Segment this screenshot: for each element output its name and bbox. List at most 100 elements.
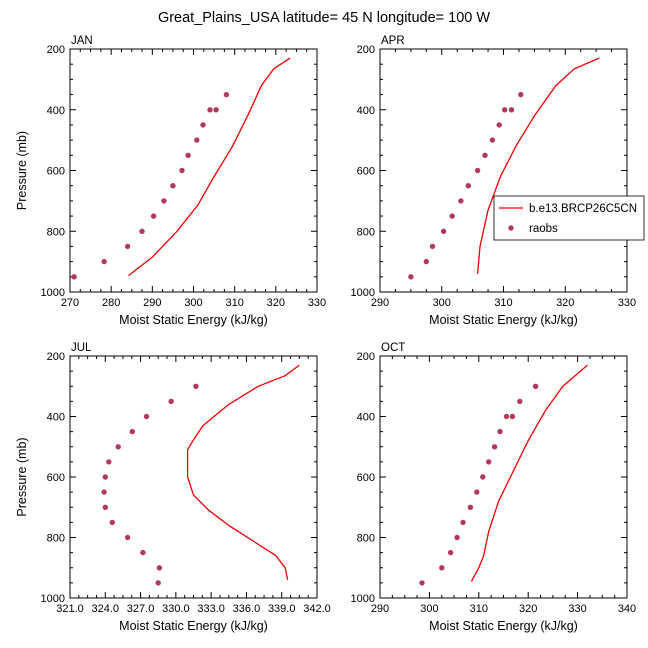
data-point-raobs <box>458 198 464 204</box>
data-point-raobs <box>161 198 167 204</box>
data-point-raobs <box>101 258 107 265</box>
data-point-raobs <box>106 459 112 465</box>
x-tick-label: 336.0 <box>233 603 261 615</box>
y-tick-label: 600 <box>47 472 65 484</box>
data-point-raobs <box>156 565 163 571</box>
x-tick-label: 339.0 <box>268 603 296 615</box>
legend-point-swatch <box>508 225 514 231</box>
data-point-raobs <box>491 444 498 450</box>
y-axis-label: Pressure (mb) <box>15 437 29 516</box>
data-point-raobs <box>71 274 77 280</box>
x-tick-label: 320 <box>519 603 537 615</box>
x-tick-label: 340 <box>618 603 636 615</box>
panel-title: JUL <box>71 342 92 354</box>
x-tick-label: 320 <box>267 297 285 309</box>
data-point-raobs <box>467 504 474 510</box>
data-point-raobs <box>129 428 135 435</box>
y-tick-label: 800 <box>357 533 375 545</box>
panel-title: OCT <box>381 342 405 354</box>
x-tick-label: 290 <box>143 297 161 309</box>
data-point-raobs <box>518 91 524 98</box>
series-line-b-e13-brcp26c5cn <box>470 364 588 582</box>
data-point-raobs <box>474 489 480 495</box>
x-tick-label: 300 <box>433 297 451 309</box>
x-tick-label: 333.0 <box>197 603 225 615</box>
x-tick-label: 327.0 <box>127 603 155 615</box>
data-point-raobs <box>509 413 516 420</box>
y-tick-label: 800 <box>357 226 375 238</box>
data-point-raobs <box>140 549 146 556</box>
x-axis-label: Moist Static Energy (kJ/kg) <box>429 619 578 633</box>
data-point-raobs <box>486 459 492 465</box>
y-tick-label: 600 <box>357 472 375 484</box>
data-point-raobs <box>423 258 429 265</box>
data-point-raobs <box>194 137 200 143</box>
data-point-raobs <box>454 534 460 541</box>
y-tick-label: 400 <box>47 105 65 117</box>
plot-frame <box>379 355 628 599</box>
data-point-raobs <box>408 274 414 280</box>
data-point-raobs <box>139 228 145 234</box>
x-axis-label: Moist Static Energy (kJ/kg) <box>119 619 268 633</box>
y-tick-label: 400 <box>357 105 375 117</box>
x-tick-label: 324.0 <box>92 603 120 615</box>
data-point-raobs <box>517 398 523 405</box>
x-tick-label: 300 <box>420 603 438 615</box>
y-tick-label: 200 <box>47 351 65 363</box>
y-tick-label: 600 <box>47 166 65 178</box>
x-tick-label: 321.0 <box>56 603 84 615</box>
data-point-raobs <box>170 183 176 189</box>
panel-title: JAN <box>71 35 93 47</box>
data-point-raobs <box>101 489 107 495</box>
y-tick-label: 1000 <box>41 593 65 605</box>
y-tick-label: 1000 <box>351 593 375 605</box>
data-point-raobs <box>223 91 230 98</box>
y-tick-label: 1000 <box>41 287 65 299</box>
data-point-raobs <box>503 413 510 420</box>
data-point-raobs <box>496 122 502 128</box>
data-point-raobs <box>200 122 206 128</box>
legend: b.e13.BRCP26C5CN raobs <box>493 195 645 241</box>
figure-title: Great_Plains_USA latitude= 45 N longitud… <box>158 10 490 26</box>
data-point-raobs <box>155 580 161 586</box>
panel-title: APR <box>381 35 405 47</box>
y-tick-label: 800 <box>47 533 65 545</box>
data-point-raobs <box>143 413 150 420</box>
data-point-raobs <box>482 152 488 158</box>
legend-box <box>493 195 645 241</box>
data-point-raobs <box>440 228 447 234</box>
data-point-raobs <box>109 519 116 526</box>
x-tick-label: 330 <box>568 603 586 615</box>
y-tick-label: 400 <box>47 412 65 424</box>
data-point-raobs <box>115 444 121 450</box>
data-point-raobs <box>474 167 481 174</box>
x-tick-label: 310 <box>225 297 243 309</box>
x-tick-label: 290 <box>371 603 389 615</box>
series-line-b-e13-brcp26c5cn <box>476 57 600 274</box>
data-point-raobs <box>124 534 131 541</box>
data-point-raobs <box>447 549 454 556</box>
data-point-raobs <box>207 107 213 113</box>
x-tick-label: 270 <box>61 297 79 309</box>
x-axis-label: Moist Static Energy (kJ/kg) <box>429 313 578 327</box>
x-tick-label: 300 <box>184 297 202 309</box>
y-tick-label: 400 <box>357 412 375 424</box>
data-point-raobs <box>150 213 157 219</box>
data-point-raobs <box>193 383 199 389</box>
x-tick-label: 330.0 <box>162 603 190 615</box>
data-point-raobs <box>449 213 455 219</box>
x-axis-label: Moist Static Energy (kJ/kg) <box>119 313 268 327</box>
data-point-raobs <box>179 167 185 174</box>
data-point-raobs <box>419 580 425 586</box>
x-tick-label: 330 <box>618 297 636 309</box>
data-point-raobs <box>460 519 466 526</box>
y-tick-label: 600 <box>357 166 375 178</box>
data-point-raobs <box>213 107 219 113</box>
x-tick-label: 342.0 <box>303 603 331 615</box>
plot-frame <box>69 48 318 293</box>
legend-label-obs: raobs <box>529 223 558 235</box>
data-point-raobs <box>439 565 445 571</box>
legend-label-model: b.e13.BRCP26C5CN <box>529 203 637 215</box>
